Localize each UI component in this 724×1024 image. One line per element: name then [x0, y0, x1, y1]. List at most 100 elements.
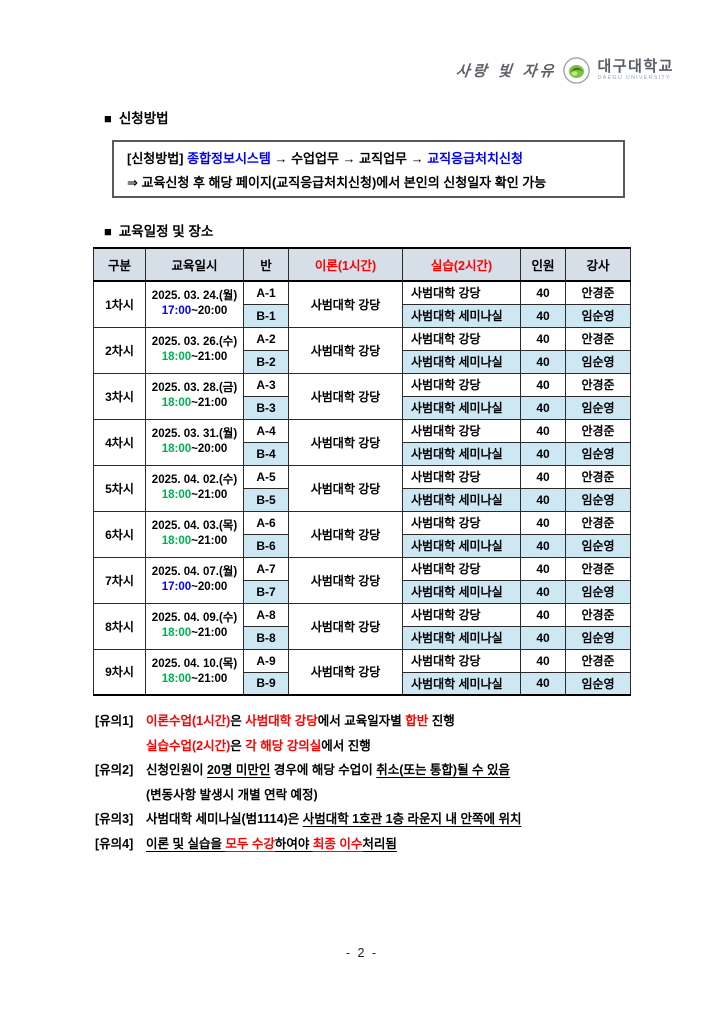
capacity-cell: 40	[520, 349, 566, 374]
theory-location-cell: 사범대학 강당	[288, 648, 403, 696]
practice-location-cell: 사범대학 강당	[402, 510, 521, 535]
application-confirm-line: ⇒ 교육신청 후 해당 페이지(교직응급처치신청)에서 본인의 신청일자 확인 …	[127, 171, 623, 195]
capacity-cell: 40	[520, 510, 566, 535]
practice-location-cell: 사범대학 세미나실	[402, 579, 521, 604]
text-segment: 에서 진행	[321, 738, 371, 753]
note-text: 신청인원이 20명 미만인 경우에 해당 수업이 취소(또는 통합)될 수 있음	[146, 758, 510, 783]
header-cell: 이론(1시간)	[288, 247, 403, 282]
class-cell: B-4	[243, 441, 289, 466]
text-segment: 취소(또는 통합)될 수 있음	[376, 763, 511, 777]
practice-location-cell: 사범대학 세미나실	[402, 625, 521, 650]
practice-location-cell: 사범대학 세미나실	[402, 671, 521, 696]
class-cell: A-7	[243, 556, 289, 581]
text-segment: 이론 및 실습을	[146, 836, 226, 851]
table-row: B-1 사범대학 세미나실 40 임순영	[94, 303, 631, 328]
text-segment: 진행	[428, 714, 455, 728]
capacity-cell: 40	[520, 556, 566, 581]
table-row: 6차시 2025. 04. 03.(목) 18:00~21:00 A-6 사범대학 강당…	[93, 510, 631, 558]
note-text: (변동사항 발생시 개별 연락 예정)	[146, 783, 318, 808]
class-cell: B-8	[243, 625, 289, 650]
instructor-cell: 임순영	[565, 349, 631, 374]
date-text: 2025. 04. 02.(수)	[151, 474, 238, 486]
text-segment: → 수업업무 → 교직업무 →	[270, 151, 428, 166]
instructor-cell: 임순영	[565, 441, 631, 466]
note-text: 실습수업(2시간)은 각 해당 강의실에서 진행	[146, 734, 371, 759]
table-row: 1차시 2025. 03. 24.(월) 17:00~20:00 A-1 사범대학 강당…	[93, 280, 631, 328]
table-row: B-6 사범대학 세미나실 40 임순영	[94, 533, 631, 558]
table-row: B-2 사범대학 세미나실 40 임순영	[94, 349, 631, 374]
capacity-cell: 40	[520, 303, 566, 328]
instructor-cell: 안경준	[565, 418, 631, 443]
header-cell: 인원	[520, 247, 566, 282]
capacity-cell: 40	[520, 487, 566, 512]
class-cell: B-3	[243, 395, 289, 420]
date-cell: 2025. 03. 31.(월) 18:00~20:00	[145, 418, 244, 466]
instructor-cell: 안경준	[565, 556, 631, 581]
capacity-cell: 40	[520, 464, 566, 489]
date-cell: 2025. 04. 07.(월) 17:00~20:00	[145, 556, 244, 604]
date-cell: 2025. 04. 03.(목) 18:00~21:00	[145, 510, 244, 558]
capacity-cell: 40	[520, 280, 566, 305]
page-number: - 2 -	[345, 946, 379, 960]
university-wordmark: 대구대학교 DAEGU UNIVERSITY	[597, 59, 674, 82]
date-text: 2025. 04. 07.(월)	[151, 566, 238, 578]
class-cell: B-7	[243, 579, 289, 604]
session-cell: 5차시	[93, 464, 146, 512]
time-text: 17:00~20:00	[147, 580, 243, 595]
university-emblem-icon	[563, 57, 591, 84]
time-text: 18:00~21:00	[147, 350, 243, 365]
instructor-cell: 임순영	[565, 533, 631, 558]
theory-location-cell: 사범대학 강당	[288, 464, 403, 512]
table-row: 2차시 2025. 03. 26.(수) 18:00~21:00 A-2 사범대학 강당…	[93, 326, 631, 374]
start-time: 18:00	[161, 397, 192, 409]
note-text: 이론 및 실습을 모두 수강하여야 최종 이수처리됨	[146, 832, 397, 857]
note-text: 이론수업(1시간)은 사범대학 강당에서 교육일자별 합반 진행	[146, 709, 455, 734]
text-segment: 은	[230, 714, 246, 728]
instructor-cell: 안경준	[565, 326, 631, 351]
note-label	[95, 783, 146, 808]
time-text: 18:00~21:00	[147, 626, 243, 641]
start-time: 18:00	[161, 535, 192, 547]
capacity-cell: 40	[520, 648, 566, 673]
text-segment: 종합정보시스템	[187, 151, 271, 166]
table-row: 7차시 2025. 04. 07.(월) 17:00~20:00 A-7 사범대학 강당…	[93, 556, 631, 604]
capacity-cell: 40	[520, 671, 566, 696]
note-line: (변동사항 발생시 개별 연락 예정)	[95, 783, 670, 808]
session-cell: 3차시	[93, 372, 146, 420]
date-cell: 2025. 03. 26.(수) 18:00~21:00	[145, 326, 244, 374]
table-row: B-8 사범대학 세미나실 40 임순영	[94, 625, 631, 650]
class-cell: A-9	[243, 648, 289, 673]
instructor-cell: 안경준	[565, 648, 631, 673]
notes-section: [유의1] 이론수업(1시간)은 사범대학 강당에서 교육일자별 합반 진행 실습수…	[95, 709, 670, 856]
practice-location-cell: 사범대학 강당	[402, 556, 521, 581]
class-cell: A-6	[243, 510, 289, 535]
practice-location-cell: 사범대학 세미나실	[402, 395, 521, 420]
end-time: ~20:00	[191, 581, 228, 593]
capacity-cell: 40	[520, 625, 566, 650]
instructor-cell: 임순영	[565, 303, 631, 328]
practice-location-cell: 사범대학 세미나실	[402, 349, 521, 374]
note-label: [유의2]	[95, 763, 134, 777]
session-cell: 1차시	[93, 280, 146, 328]
date-text: 2025. 03. 24.(월)	[151, 290, 238, 303]
end-time: ~20:00	[191, 443, 228, 455]
capacity-cell: 40	[520, 372, 566, 397]
practice-location-cell: 사범대학 세미나실	[402, 533, 521, 558]
note-line: [유의2] 신청인원이 20명 미만인 경우에 해당 수업이 취소(또는 통합)될…	[95, 758, 670, 783]
theory-location-cell: 사범대학 강당	[288, 372, 403, 420]
header-cell: 교육일시	[145, 247, 244, 282]
date-text: 2025. 04. 03.(목)	[151, 520, 238, 532]
table-row: 3차시 2025. 03. 28.(금) 18:00~21:00 A-3 사범대학 강당…	[93, 372, 631, 420]
start-time: 18:00	[161, 489, 192, 501]
theory-location-cell: 사범대학 강당	[288, 280, 403, 328]
instructor-cell: 임순영	[565, 487, 631, 512]
practice-location-cell: 사범대학 세미나실	[402, 303, 521, 328]
class-cell: A-4	[243, 418, 289, 443]
start-time: 17:00	[161, 305, 192, 318]
text-segment: ⇒ 교육신청 후 해당 페이지(교직응급처치신청)에서 본인의 신청일자 확인 …	[127, 175, 547, 190]
text-segment: 사범대학 1호관 1층 라운지 내 안쪽에 위치	[302, 812, 522, 826]
start-time: 18:00	[161, 443, 192, 455]
capacity-cell: 40	[520, 395, 566, 420]
application-method-box: [신청방법] 종합정보시스템 → 수업업무 → 교직업무 → 교직응급처치신청 …	[112, 140, 625, 198]
capacity-cell: 40	[520, 579, 566, 604]
